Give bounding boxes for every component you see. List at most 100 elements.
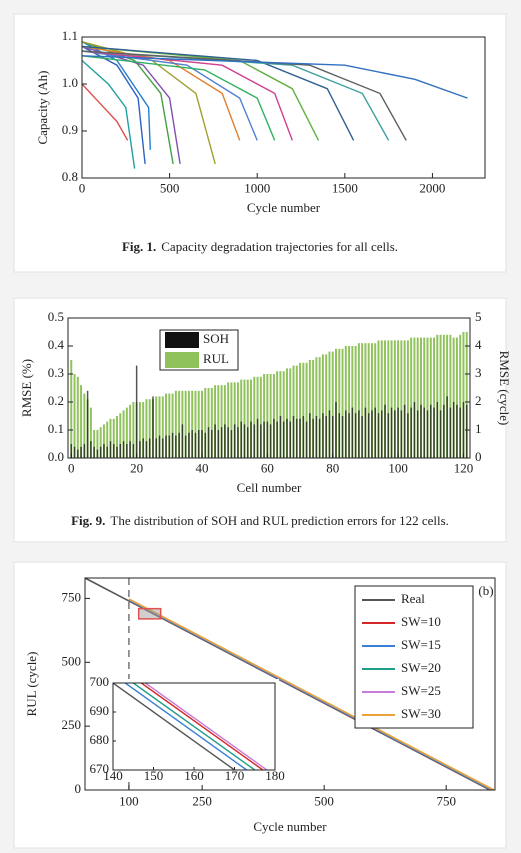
plot-frame	[81, 36, 486, 179]
bar	[351, 346, 354, 458]
bar	[112, 418, 115, 458]
x-tick-label: 40	[196, 461, 209, 476]
bar	[99, 427, 102, 458]
bar	[230, 430, 233, 458]
bar	[194, 390, 197, 458]
bar	[227, 427, 229, 458]
bar	[364, 343, 367, 458]
y2-tick-label: 4	[475, 337, 482, 352]
x-axis-label: Cycle number	[253, 819, 327, 834]
bar	[181, 424, 184, 458]
bar	[403, 404, 406, 458]
x-tick-label: 0	[68, 461, 75, 476]
bar	[433, 337, 436, 458]
zoom-box	[137, 607, 162, 620]
bar	[73, 446, 76, 458]
bar	[410, 407, 412, 458]
bar	[129, 441, 131, 458]
bar	[318, 357, 321, 458]
bar	[106, 421, 109, 458]
bar	[236, 382, 239, 458]
bar	[184, 435, 187, 458]
y-axis-label: RUL (cycle)	[24, 652, 39, 717]
x-tick-label: 2000	[419, 181, 445, 196]
legend-swatch	[165, 352, 199, 368]
bar	[135, 365, 138, 458]
y-tick-label: 750	[62, 589, 82, 604]
bar	[452, 337, 455, 458]
bar	[442, 334, 445, 458]
bar	[247, 427, 249, 458]
bar	[102, 424, 105, 458]
bar	[211, 430, 213, 458]
bar	[328, 410, 331, 458]
bar	[374, 343, 377, 458]
bar	[318, 418, 321, 458]
bar	[93, 430, 96, 458]
bar	[321, 354, 324, 458]
x-tick-label: 100	[119, 794, 139, 809]
data-line	[81, 59, 136, 169]
bar	[204, 388, 207, 458]
bar	[194, 432, 197, 458]
bar	[220, 385, 223, 458]
bar	[76, 376, 79, 458]
bar	[370, 343, 373, 458]
bar	[269, 424, 272, 458]
y2-tick-label: 2	[475, 393, 482, 408]
legend-label: SW=25	[401, 683, 441, 698]
y-tick-label: 1.1	[62, 28, 78, 43]
bar	[305, 362, 308, 458]
bar	[168, 435, 171, 458]
bar	[103, 444, 105, 458]
bar	[285, 368, 288, 458]
bar	[341, 416, 344, 458]
caption-label: Fig. 9.	[71, 513, 105, 528]
y-tick-label: 0.2	[48, 393, 64, 408]
bar	[116, 446, 118, 458]
bar	[286, 418, 288, 458]
bar	[358, 410, 360, 458]
bar	[452, 402, 455, 458]
data-line	[81, 41, 216, 165]
bar	[132, 444, 135, 458]
bar	[302, 416, 305, 458]
legend-swatch	[165, 332, 199, 348]
bar	[348, 346, 351, 458]
bar	[299, 362, 302, 458]
bar	[416, 337, 419, 458]
bar	[406, 340, 409, 458]
x-tick-label: 20	[130, 461, 143, 476]
bar	[83, 393, 86, 458]
y-tick-label: 0.0	[48, 449, 64, 464]
bar	[158, 435, 161, 458]
caption-label: Fig. 1.	[122, 239, 156, 254]
bar	[325, 416, 327, 458]
bar	[168, 393, 171, 458]
bar	[266, 421, 269, 458]
bar	[263, 374, 266, 458]
bar	[201, 430, 203, 458]
caption: Fig. 9. The distribution of SOH and RUL p…	[71, 513, 449, 528]
bar	[197, 430, 200, 458]
bar	[400, 340, 403, 458]
bar	[345, 410, 347, 458]
bar	[295, 365, 298, 458]
data-line	[140, 683, 264, 770]
x-axis-label: Cycle number	[247, 200, 321, 215]
bar	[338, 348, 341, 458]
bar	[407, 413, 409, 458]
bar	[394, 410, 396, 458]
data-line	[144, 683, 268, 770]
bar	[139, 441, 141, 458]
bar	[429, 337, 432, 458]
bar	[400, 410, 403, 458]
bar	[138, 402, 141, 458]
bar	[233, 382, 236, 458]
bar	[119, 413, 122, 458]
bar	[269, 374, 272, 458]
bar	[292, 365, 295, 458]
bar	[390, 407, 393, 458]
legend-label: SOH	[203, 331, 229, 346]
